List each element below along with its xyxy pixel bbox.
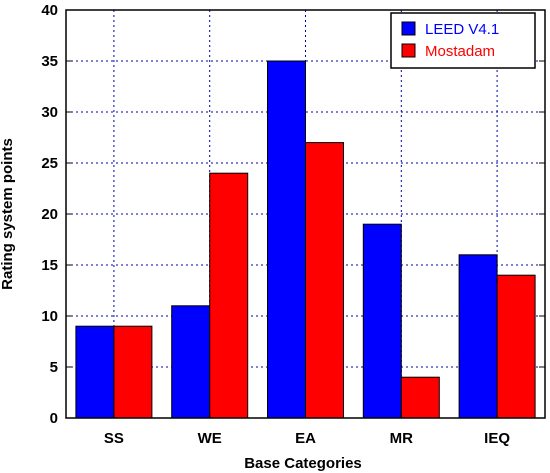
bar-leed-ea — [267, 60, 306, 419]
bar-mostadam-we — [209, 172, 249, 419]
y-tick-label: 5 — [50, 359, 58, 376]
bar-leed-ss — [75, 325, 115, 419]
legend-label-mostadam: Mostadam — [425, 43, 495, 60]
legend: LEED V4.1 Mostadam — [390, 12, 536, 69]
bar-mostadam-ieq — [496, 274, 536, 419]
y-tick-label: 15 — [41, 257, 58, 274]
x-axis-ticks: SS WE EA MR IEQ — [104, 412, 510, 447]
x-axis-label: Base Categories — [244, 455, 362, 472]
y-tick-label: 0 — [50, 410, 58, 427]
x-tick-label-we: WE — [198, 430, 222, 447]
x-tick-label-ea: EA — [295, 430, 316, 447]
y-tick-label: 25 — [41, 155, 58, 172]
legend-label-leed: LEED V4.1 — [425, 21, 499, 38]
bar-mostadam-mr — [400, 376, 440, 419]
y-tick-label: 20 — [41, 206, 58, 223]
bar-leed-we — [171, 305, 211, 419]
bar-mostadam-ss — [113, 325, 153, 419]
bar-leed-ieq — [458, 254, 498, 419]
legend-swatch-leed — [401, 21, 416, 36]
bar-mostadam-ea — [305, 142, 344, 419]
legend-swatch-mostadam — [401, 43, 416, 58]
y-tick-label: 10 — [41, 308, 58, 325]
y-tick-label: 30 — [41, 104, 58, 121]
x-tick-label-ss: SS — [104, 430, 124, 447]
bars — [75, 60, 536, 419]
y-tick-label: 40 — [41, 2, 58, 19]
y-axis-ticks: 0 5 10 15 20 25 30 35 40 — [41, 2, 545, 427]
bar-leed-mr — [362, 223, 402, 419]
y-tick-label: 35 — [41, 53, 58, 70]
y-axis-label: Rating system points — [0, 138, 16, 290]
x-tick-label-mr: MR — [390, 430, 413, 447]
x-tick-label-ieq: IEQ — [484, 430, 510, 447]
